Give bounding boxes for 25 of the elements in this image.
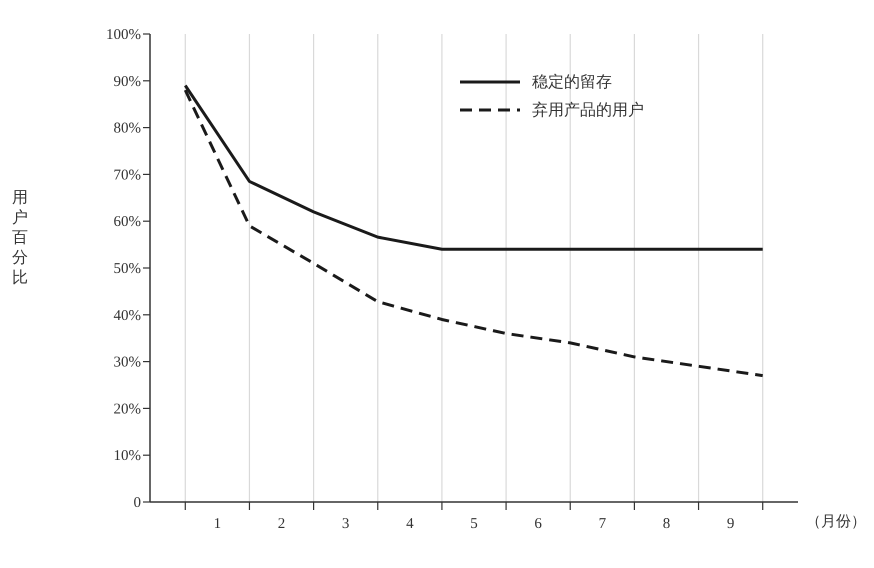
x-tick-label: 4 (406, 516, 414, 532)
legend-label: 稳定的留存 (532, 72, 612, 92)
y-tick-label: 20% (114, 401, 141, 418)
x-tick-label: 2 (278, 516, 286, 532)
x-axis-title: （月份） (806, 514, 866, 530)
legend-label: 弃用产品的用户 (532, 100, 644, 120)
y-tick-label: 70% (114, 167, 141, 184)
y-tick-label: 50% (114, 261, 141, 277)
y-tick-label: 30% (114, 354, 141, 371)
x-tick-label: 7 (598, 516, 607, 532)
line-series (184, 88, 764, 378)
x-tick-label: 8 (662, 516, 670, 532)
y-tick-label: 100% (106, 27, 141, 43)
y-tick-label: 90% (114, 74, 141, 90)
y-tick-label: 60% (114, 214, 141, 230)
y-tick-label: 0 (134, 495, 141, 511)
x-tick-label: 9 (726, 516, 734, 532)
x-tick-label: 6 (534, 516, 542, 532)
x-tick-label: 5 (470, 516, 478, 532)
y-tick-label: 80% (114, 120, 141, 137)
y-axis-title: 用户百分比 (12, 189, 28, 286)
x-tick-label: 3 (342, 516, 350, 532)
y-tick-label: 10% (114, 448, 141, 464)
x-tick-label: 1 (214, 516, 222, 532)
y-tick-label: 40% (114, 308, 141, 324)
